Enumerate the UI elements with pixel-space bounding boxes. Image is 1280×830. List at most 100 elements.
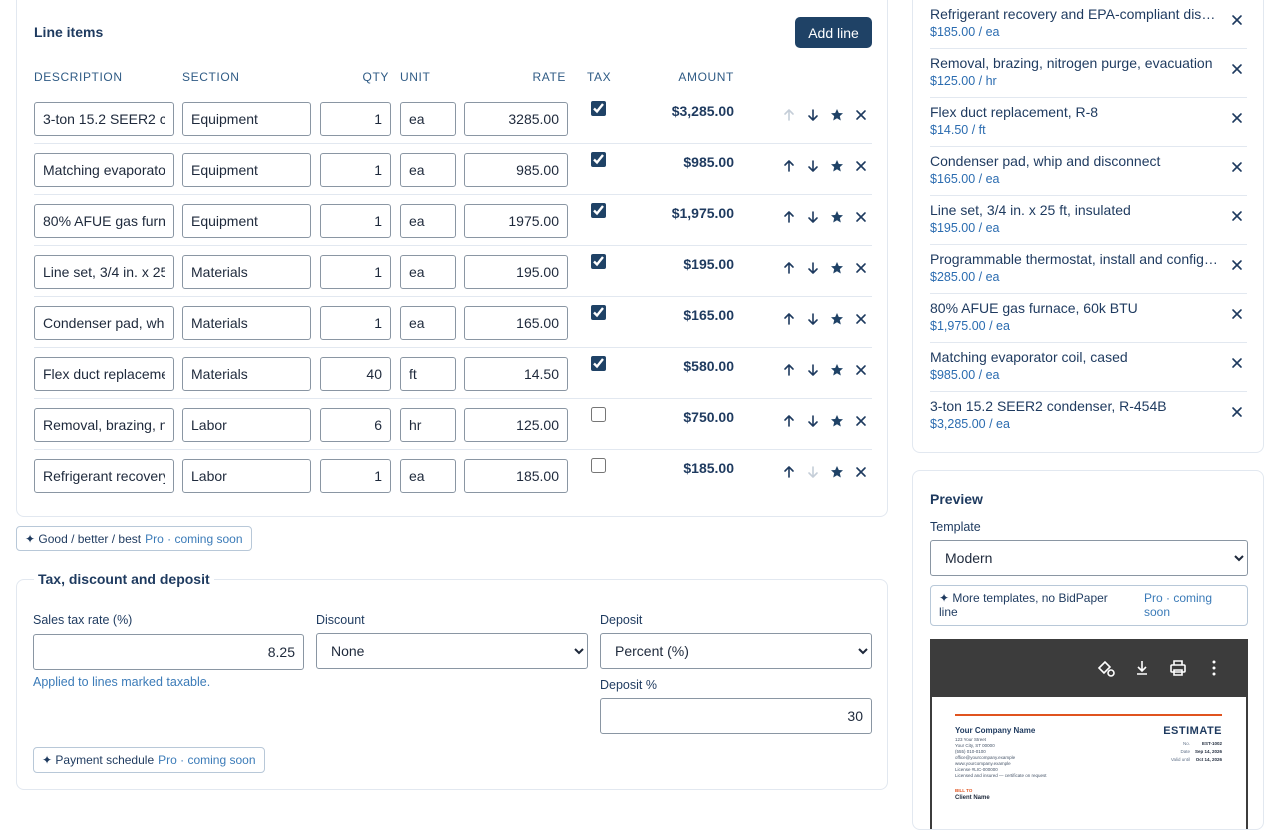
saved-item-name[interactable]: Line set, 3/4 in. x 25 ft, insulated — [930, 202, 1131, 218]
saved-item-name[interactable]: 80% AFUE gas furnace, 60k BTU — [930, 300, 1138, 316]
pro-badge[interactable]: ✦ Good / better / best Pro · coming soon — [16, 526, 252, 551]
tax-checkbox[interactable] — [591, 356, 606, 371]
save-item[interactable] — [830, 465, 844, 479]
rate-input[interactable] — [464, 255, 568, 289]
more-icon[interactable] — [1212, 660, 1216, 676]
section-input[interactable] — [182, 306, 311, 340]
unit-input[interactable] — [400, 153, 456, 187]
description-input[interactable] — [34, 153, 174, 187]
pro-badge[interactable]: ✦ Payment schedule Pro · coming soon — [33, 747, 265, 773]
remove-line[interactable] — [854, 210, 868, 224]
saved-item-name[interactable]: Flex duct replacement, R-8 — [930, 104, 1099, 120]
deposit-select[interactable]: Percent (%) — [600, 633, 872, 669]
delete-saved-item[interactable] — [1230, 13, 1244, 27]
remove-line[interactable] — [854, 414, 868, 428]
download-icon[interactable] — [1137, 661, 1147, 675]
move-up[interactable] — [782, 414, 796, 428]
section-input[interactable] — [182, 357, 311, 391]
remove-line[interactable] — [854, 108, 868, 122]
save-item[interactable] — [830, 414, 844, 428]
unit-input[interactable] — [400, 459, 456, 493]
description-input[interactable] — [34, 306, 174, 340]
delete-saved-item[interactable] — [1230, 160, 1244, 174]
section-input[interactable] — [182, 102, 311, 136]
save-item[interactable] — [830, 363, 844, 377]
move-down[interactable] — [806, 261, 820, 275]
unit-input[interactable] — [400, 306, 456, 340]
delete-saved-item[interactable] — [1230, 258, 1244, 272]
move-up[interactable] — [782, 465, 796, 479]
sales-tax-input[interactable] — [33, 634, 304, 670]
delete-saved-item[interactable] — [1230, 356, 1244, 370]
unit-input[interactable] — [400, 357, 456, 391]
description-input[interactable] — [34, 255, 174, 289]
section-input[interactable] — [182, 153, 311, 187]
qty-input[interactable] — [320, 255, 391, 289]
move-up[interactable] — [782, 312, 796, 326]
remove-line[interactable] — [854, 465, 868, 479]
highlight-icon[interactable] — [1097, 660, 1115, 677]
section-input[interactable] — [182, 459, 311, 493]
tax-checkbox[interactable] — [591, 407, 606, 422]
remove-line[interactable] — [854, 159, 868, 173]
unit-input[interactable] — [400, 102, 456, 136]
print-icon[interactable] — [1170, 660, 1186, 676]
description-input[interactable] — [34, 102, 174, 136]
qty-input[interactable] — [320, 306, 391, 340]
tax-checkbox[interactable] — [591, 152, 606, 167]
rate-input[interactable] — [464, 153, 568, 187]
tax-checkbox[interactable] — [591, 458, 606, 473]
tax-checkbox[interactable] — [591, 305, 606, 320]
qty-input[interactable] — [320, 153, 391, 187]
saved-item-name[interactable]: Programmable thermostat, install and con… — [930, 251, 1220, 267]
remove-line[interactable] — [854, 261, 868, 275]
qty-input[interactable] — [320, 459, 391, 493]
save-item[interactable] — [830, 312, 844, 326]
saved-item-name[interactable]: Refrigerant recovery and EPA-compliant d… — [930, 6, 1220, 22]
rate-input[interactable] — [464, 204, 568, 238]
move-down[interactable] — [806, 363, 820, 377]
move-down[interactable] — [806, 312, 820, 326]
move-up[interactable] — [782, 363, 796, 377]
pro-badge[interactable]: ✦ More templates, no BidPaper line Pro · … — [930, 585, 1248, 626]
section-input[interactable] — [182, 408, 311, 442]
section-input[interactable] — [182, 255, 311, 289]
description-input[interactable] — [34, 408, 174, 442]
saved-item-name[interactable]: 3-ton 15.2 SEER2 condenser, R-454B — [930, 398, 1167, 414]
save-item[interactable] — [830, 210, 844, 224]
move-down[interactable] — [806, 210, 820, 224]
description-input[interactable] — [34, 204, 174, 238]
remove-line[interactable] — [854, 312, 868, 326]
qty-input[interactable] — [320, 204, 391, 238]
save-item[interactable] — [830, 159, 844, 173]
remove-line[interactable] — [854, 363, 868, 377]
tax-checkbox[interactable] — [591, 203, 606, 218]
move-down[interactable] — [806, 465, 820, 479]
qty-input[interactable] — [320, 102, 391, 136]
saved-item-name[interactable]: Matching evaporator coil, cased — [930, 349, 1128, 365]
rate-input[interactable] — [464, 459, 568, 493]
delete-saved-item[interactable] — [1230, 111, 1244, 125]
unit-input[interactable] — [400, 255, 456, 289]
move-up[interactable] — [782, 261, 796, 275]
move-down[interactable] — [806, 159, 820, 173]
delete-saved-item[interactable] — [1230, 209, 1244, 223]
move-down[interactable] — [806, 414, 820, 428]
move-down[interactable] — [806, 108, 820, 122]
tax-checkbox[interactable] — [591, 254, 606, 269]
add-line-button[interactable]: Add line — [795, 17, 872, 48]
tax-checkbox[interactable] — [591, 101, 606, 116]
template-select[interactable]: Modern — [930, 540, 1248, 576]
move-up[interactable] — [782, 210, 796, 224]
rate-input[interactable] — [464, 357, 568, 391]
rate-input[interactable] — [464, 102, 568, 136]
discount-select[interactable]: None — [316, 633, 588, 669]
rate-input[interactable] — [464, 408, 568, 442]
unit-input[interactable] — [400, 408, 456, 442]
move-up[interactable] — [782, 108, 796, 122]
save-item[interactable] — [830, 108, 844, 122]
delete-saved-item[interactable] — [1230, 307, 1244, 321]
qty-input[interactable] — [320, 357, 391, 391]
move-up[interactable] — [782, 159, 796, 173]
qty-input[interactable] — [320, 408, 391, 442]
